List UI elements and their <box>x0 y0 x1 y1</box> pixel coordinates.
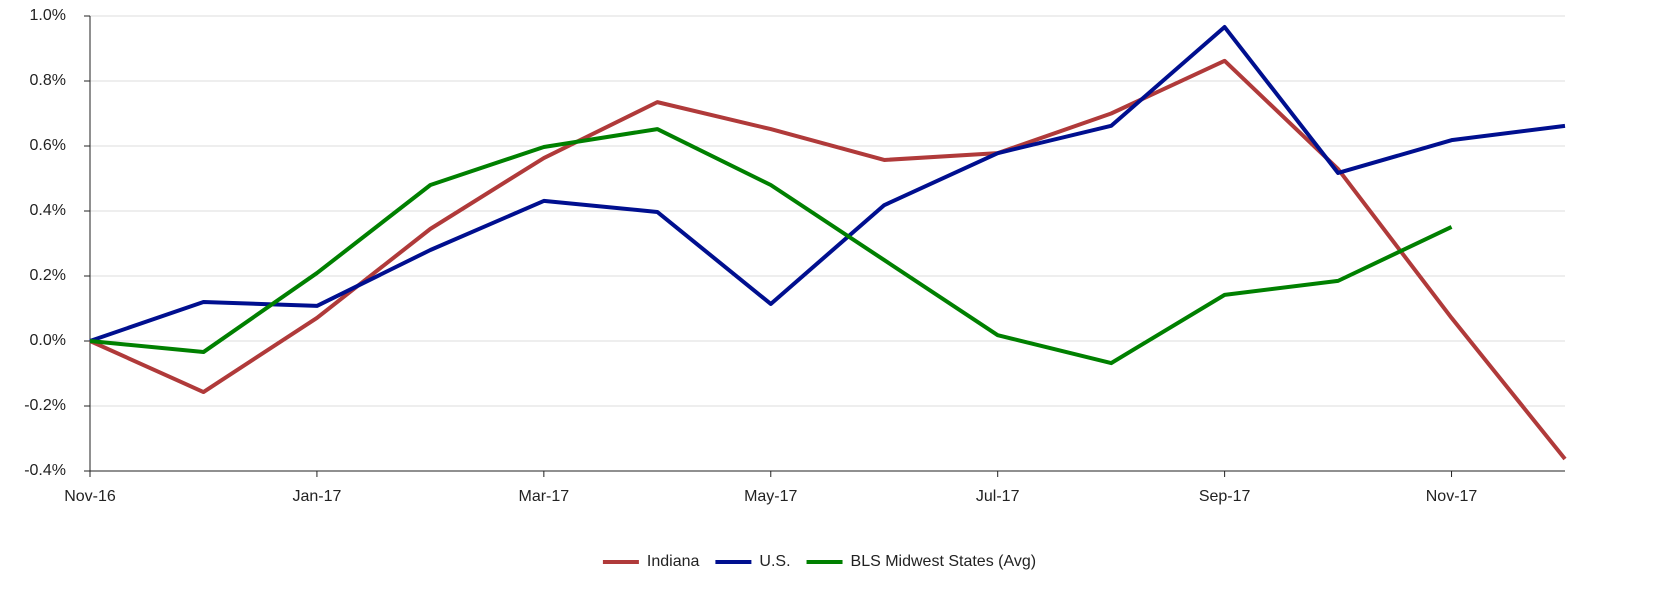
y-tick-label: 0.6% <box>30 137 66 154</box>
y-tick-label: -0.2% <box>24 397 66 414</box>
x-tick-label: Jul-17 <box>976 488 1020 505</box>
series-line <box>89 127 1453 366</box>
legend-label: U.S. <box>759 553 790 570</box>
y-tick-label: 0.2% <box>30 267 66 284</box>
x-tick-label: Sep-17 <box>1199 488 1251 505</box>
y-tick-label: 0.4% <box>30 202 66 219</box>
y-tick-label: 1.0% <box>30 7 66 24</box>
series-line <box>89 58 1567 461</box>
x-tick-label: Mar-17 <box>519 488 570 505</box>
x-tick-label: May-17 <box>744 488 797 505</box>
x-tick-label: Jan-17 <box>292 488 341 505</box>
series-line <box>89 25 1566 343</box>
x-tick-label: Nov-17 <box>1426 488 1478 505</box>
y-tick-label: -0.4% <box>24 462 66 479</box>
legend-label: Indiana <box>647 553 700 570</box>
x-tick-label: Nov-16 <box>64 488 116 505</box>
y-tick-label: 0.0% <box>30 332 66 349</box>
y-tick-label: 0.8% <box>30 72 66 89</box>
legend-label: BLS Midwest States (Avg) <box>851 553 1037 570</box>
